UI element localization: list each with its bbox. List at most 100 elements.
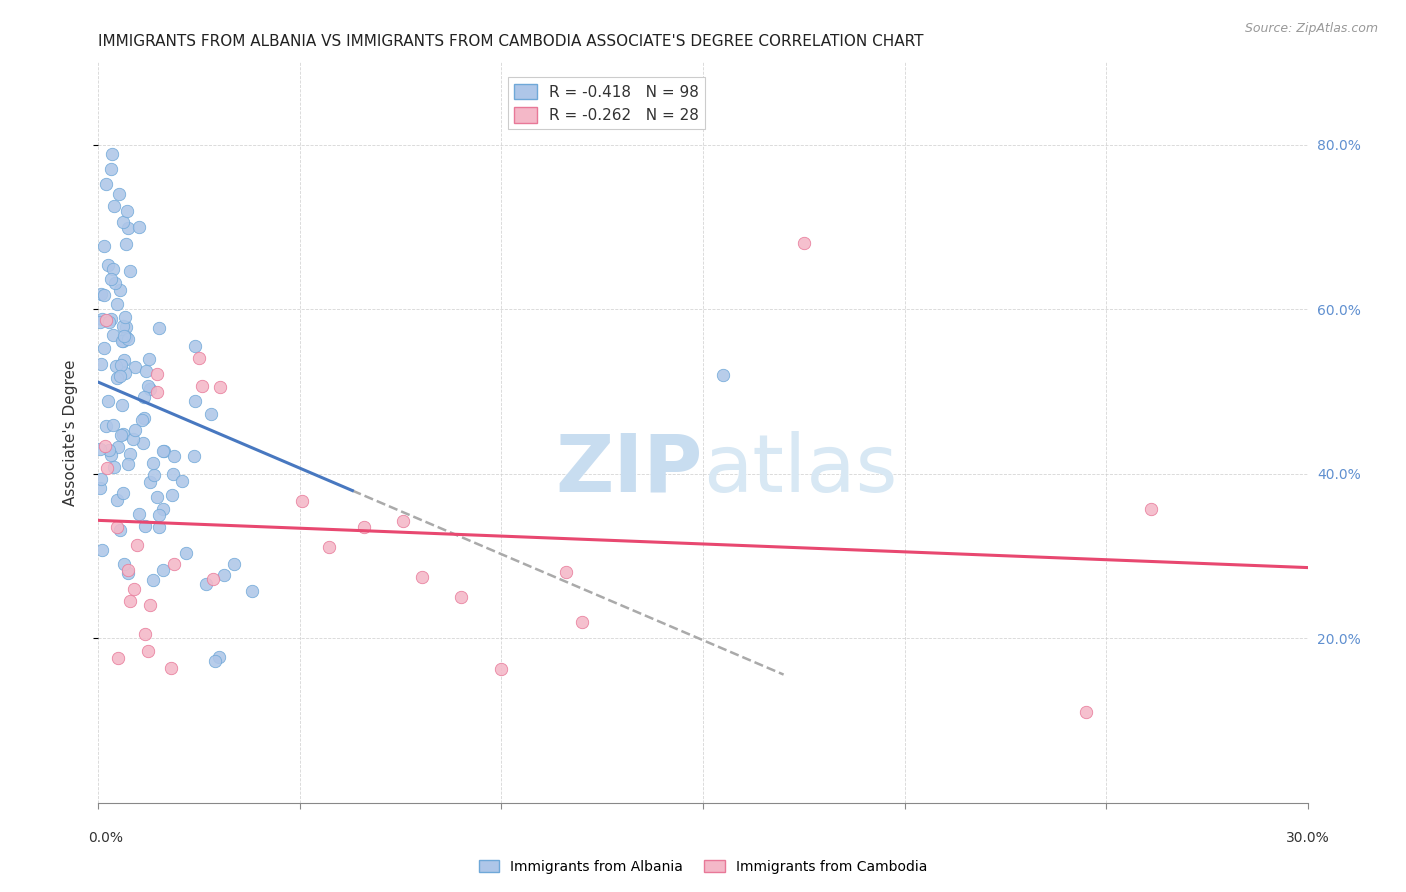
Point	[411, 569, 433, 583]
Point	[152, 563, 174, 577]
Point	[93, 239, 115, 253]
Point	[131, 413, 153, 427]
Point	[110, 428, 132, 442]
Point	[120, 446, 142, 460]
Point	[110, 358, 132, 372]
Point	[318, 540, 340, 554]
Point	[125, 538, 148, 552]
Point	[117, 332, 139, 346]
Text: Source: ZipAtlas.com: Source: ZipAtlas.com	[1244, 22, 1378, 36]
Point	[107, 187, 129, 202]
Point	[111, 318, 134, 333]
Point	[124, 359, 146, 374]
Point	[100, 272, 122, 286]
Point	[114, 328, 136, 343]
Point	[146, 367, 169, 381]
Point	[115, 237, 138, 252]
Point	[105, 297, 128, 311]
Point	[121, 432, 143, 446]
Point	[114, 310, 136, 325]
Point	[112, 353, 135, 368]
Point	[188, 351, 211, 365]
Point	[98, 315, 121, 329]
Point	[240, 583, 263, 598]
Point	[159, 661, 181, 675]
Point	[571, 615, 593, 629]
Point	[146, 384, 169, 399]
Point	[112, 485, 135, 500]
Point	[89, 314, 111, 328]
Point	[148, 508, 170, 523]
Point	[1140, 501, 1163, 516]
Point	[555, 565, 578, 579]
Point	[124, 423, 146, 437]
Point	[105, 370, 128, 384]
Point	[212, 567, 235, 582]
Point	[89, 442, 111, 457]
Point	[114, 366, 136, 380]
Point	[143, 467, 166, 482]
Point	[160, 488, 183, 502]
Point	[108, 523, 131, 537]
Point	[103, 459, 125, 474]
Legend: Immigrants from Albania, Immigrants from Cambodia: Immigrants from Albania, Immigrants from…	[472, 855, 934, 880]
Point	[94, 312, 117, 326]
Point	[117, 458, 139, 472]
Point	[90, 312, 112, 326]
Point	[139, 475, 162, 489]
Point	[104, 359, 127, 373]
Point	[117, 566, 139, 581]
Point	[103, 418, 125, 433]
Point	[100, 448, 122, 462]
Text: atlas: atlas	[703, 431, 897, 508]
Point	[93, 341, 115, 355]
Point	[100, 162, 122, 177]
Point	[108, 368, 131, 383]
Point	[134, 627, 156, 641]
Point	[711, 368, 734, 382]
Point	[146, 490, 169, 504]
Point	[120, 593, 142, 607]
Point	[184, 393, 207, 408]
Point	[97, 258, 120, 272]
Point	[148, 320, 170, 334]
Point	[111, 399, 134, 413]
Point	[90, 287, 112, 301]
Point	[138, 382, 160, 396]
Point	[103, 262, 125, 277]
Y-axis label: Associate's Degree: Associate's Degree	[63, 359, 77, 506]
Point	[489, 662, 512, 676]
Point	[124, 582, 146, 596]
Point	[115, 320, 138, 334]
Point	[90, 472, 112, 486]
Point	[1074, 706, 1097, 720]
Text: 30.0%: 30.0%	[1285, 831, 1330, 846]
Point	[101, 147, 124, 161]
Point	[153, 443, 176, 458]
Point	[132, 436, 155, 450]
Point	[291, 493, 314, 508]
Text: 0.0%: 0.0%	[89, 831, 122, 846]
Point	[222, 557, 245, 571]
Point	[142, 573, 165, 587]
Point	[450, 590, 472, 604]
Point	[97, 394, 120, 409]
Point	[134, 410, 156, 425]
Point	[128, 508, 150, 522]
Point	[200, 407, 222, 421]
Point	[103, 199, 125, 213]
Point	[172, 474, 194, 488]
Point	[139, 599, 162, 613]
Point	[108, 283, 131, 297]
Point	[107, 440, 129, 454]
Point	[118, 264, 141, 278]
Point	[98, 442, 121, 457]
Point	[191, 378, 214, 392]
Point	[162, 558, 184, 572]
Point	[94, 178, 117, 192]
Point	[101, 327, 124, 342]
Point	[112, 215, 135, 229]
Point	[152, 501, 174, 516]
Point	[209, 380, 232, 394]
Point	[142, 457, 165, 471]
